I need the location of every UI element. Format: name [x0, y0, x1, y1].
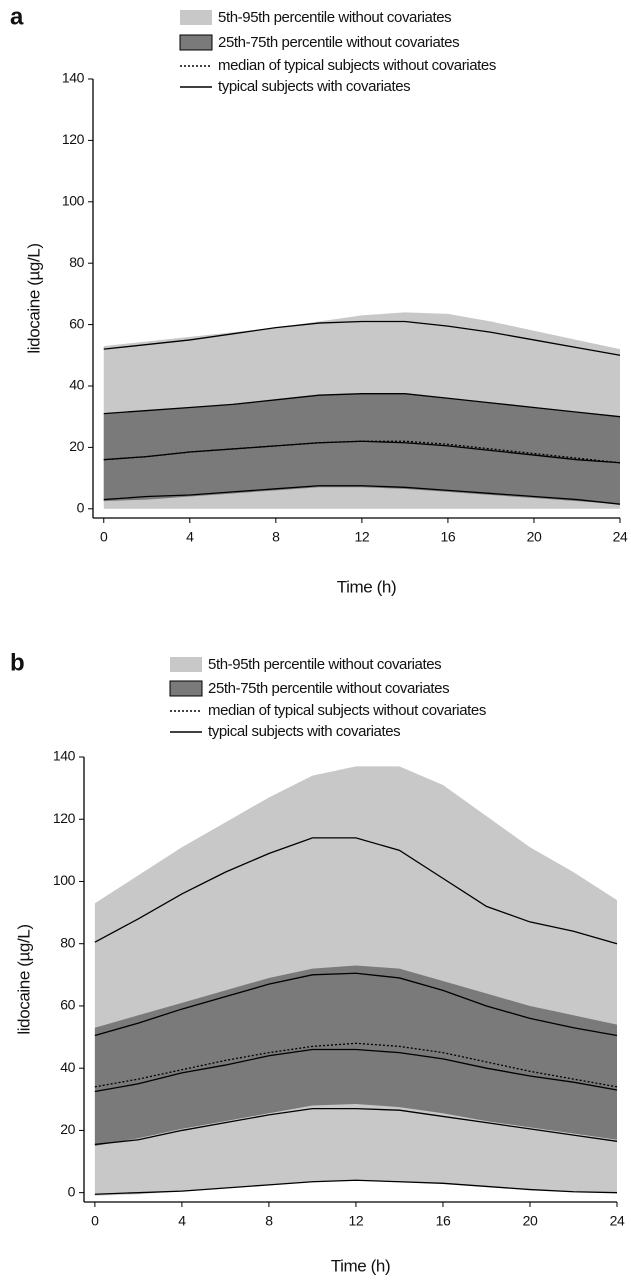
x-tick-label: 8: [265, 1213, 273, 1229]
legend-label: 25th-75th percentile without covariates: [218, 34, 459, 51]
y-tick-label: 140: [53, 748, 76, 764]
x-axis-label: Time (h): [331, 1256, 390, 1275]
y-tick-label: 60: [69, 315, 84, 331]
x-tick-label: 0: [100, 529, 108, 545]
x-tick-label: 24: [610, 1213, 625, 1229]
band: [94, 965, 617, 1146]
y-tick-label: 60: [60, 997, 75, 1013]
legend-swatch: [169, 680, 203, 697]
line: [103, 440, 621, 464]
y-tick-label: 20: [60, 1121, 75, 1137]
legend-label: 5th-95th percentile without covariates: [218, 9, 451, 26]
y-tick-label: 120: [62, 131, 85, 147]
x-tick-label: 20: [527, 529, 542, 545]
legend-label: median of typical subjects without covar…: [218, 57, 496, 74]
legend-label: 25th-75th percentile without covariates: [208, 680, 449, 697]
x-tick-label: 0: [91, 1213, 99, 1229]
legend-label: 5th-95th percentile without covariates: [208, 656, 441, 673]
x-axis-label: Time (h): [337, 577, 396, 596]
line: [94, 1042, 618, 1088]
x-tick-label: 16: [436, 1213, 451, 1229]
line: [103, 320, 621, 356]
legend-swatch: [179, 34, 213, 51]
x-tick-label: 4: [178, 1213, 186, 1229]
legend-label: median of typical subjects without covar…: [208, 702, 486, 719]
y-tick-label: 40: [60, 1059, 75, 1075]
x-tick-label: 16: [441, 529, 456, 545]
y-tick-label: 0: [68, 1183, 76, 1199]
x-tick-label: 12: [354, 529, 369, 545]
legend-swatch: [180, 10, 212, 25]
panel-label: b: [10, 649, 24, 676]
line: [94, 837, 618, 945]
line: [94, 1048, 618, 1093]
panel-label: a: [10, 3, 24, 30]
line: [94, 972, 618, 1037]
y-tick-label: 80: [69, 254, 84, 270]
y-tick-label: 0: [77, 499, 85, 515]
y-tick-label: 100: [62, 193, 85, 209]
y-tick-label: 20: [69, 438, 84, 454]
legend-label: typical subjects with covariates: [208, 723, 400, 740]
x-tick-label: 8: [272, 529, 280, 545]
y-axis-label: lidocaine (µg/L): [24, 243, 43, 353]
legend-label: typical subjects with covariates: [218, 78, 410, 95]
line: [103, 393, 621, 418]
line: [94, 1107, 618, 1146]
y-axis-label: lidocaine (µg/L): [14, 924, 33, 1034]
legend-swatch: [170, 657, 202, 672]
line: [94, 1179, 618, 1195]
y-tick-label: 120: [53, 810, 76, 826]
y-tick-label: 100: [53, 872, 76, 888]
x-tick-label: 20: [523, 1213, 538, 1229]
y-tick-label: 40: [69, 377, 84, 393]
y-tick-label: 80: [60, 934, 75, 950]
line: [103, 485, 621, 505]
x-tick-label: 4: [186, 529, 194, 545]
x-tick-label: 12: [349, 1213, 364, 1229]
y-tick-label: 140: [62, 70, 85, 86]
x-tick-label: 24: [613, 529, 628, 545]
band: [103, 393, 620, 505]
